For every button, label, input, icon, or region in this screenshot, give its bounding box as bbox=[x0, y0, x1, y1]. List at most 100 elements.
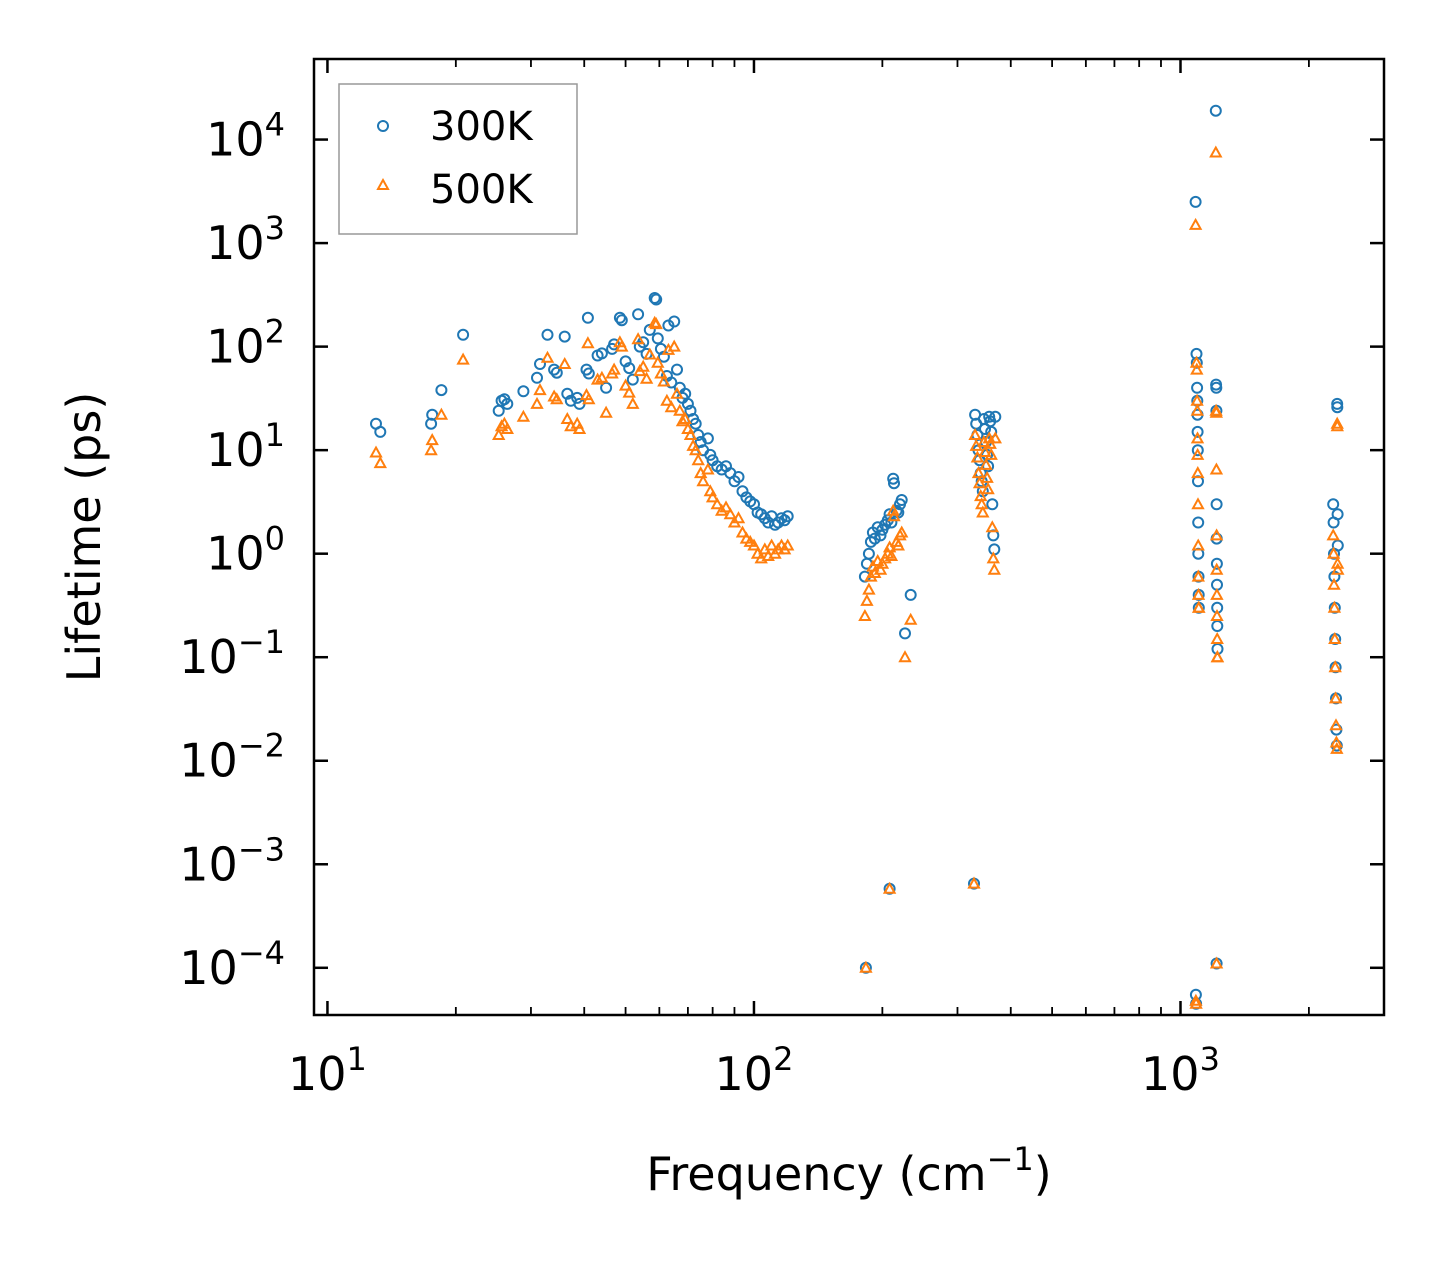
data-point-500k bbox=[1191, 569, 1205, 582]
data-point-500k bbox=[860, 593, 874, 606]
data-point-300k bbox=[732, 471, 745, 483]
data-point-300k bbox=[888, 477, 900, 490]
data-point-500k bbox=[678, 411, 692, 424]
data-point-300k bbox=[1192, 516, 1205, 529]
data-point-500k bbox=[781, 538, 795, 551]
data-point-500k bbox=[1210, 562, 1224, 575]
data-point-500k bbox=[675, 414, 690, 427]
data-point-500k bbox=[1328, 660, 1342, 673]
data-point-500k bbox=[1210, 631, 1224, 644]
data-point-500k bbox=[701, 462, 715, 475]
data-point-300k bbox=[541, 328, 554, 341]
data-point-500k bbox=[735, 525, 750, 538]
data-point-300k bbox=[435, 384, 448, 397]
data-point-500k bbox=[705, 490, 720, 503]
data-point-500k bbox=[618, 378, 633, 391]
y-tick-label: 10−3 bbox=[179, 830, 285, 891]
data-point-500k bbox=[373, 456, 387, 469]
data-point-300k bbox=[769, 518, 781, 531]
data-point-500k bbox=[595, 370, 609, 383]
y-tick-label: 101 bbox=[206, 416, 285, 477]
y-tick-label: 102 bbox=[206, 313, 285, 374]
data-point-500k bbox=[572, 421, 587, 434]
data-point-500k bbox=[1330, 416, 1344, 429]
data-point-300k bbox=[862, 547, 875, 560]
data-point-500k bbox=[1191, 587, 1206, 600]
data-point-500k bbox=[581, 336, 595, 349]
data-point-500k bbox=[424, 443, 438, 456]
data-point-500k bbox=[984, 447, 998, 460]
data-point-500k bbox=[978, 444, 992, 457]
data-point-500k bbox=[636, 359, 650, 372]
data-point-500k bbox=[615, 339, 629, 352]
data-point-500k bbox=[651, 355, 665, 368]
data-point-300k bbox=[1331, 508, 1344, 521]
data-point-300k bbox=[623, 362, 636, 375]
data-point-500k bbox=[369, 445, 383, 458]
data-point-500k bbox=[968, 427, 982, 440]
data-point-500k bbox=[1209, 462, 1224, 475]
data-point-300k bbox=[632, 308, 645, 321]
data-point-300k bbox=[781, 510, 794, 523]
data-point-300k bbox=[1191, 381, 1204, 394]
data-point-500k bbox=[980, 470, 994, 483]
data-point-500k bbox=[492, 427, 506, 440]
data-point-500k bbox=[626, 396, 640, 409]
y-tick-label: 10−1 bbox=[179, 623, 285, 684]
data-point-500k bbox=[862, 582, 876, 595]
data-point-500k bbox=[1190, 431, 1205, 444]
data-point-500k bbox=[987, 562, 1001, 575]
data-point-500k bbox=[1330, 419, 1344, 432]
data-point-300k bbox=[619, 355, 632, 368]
data-point-500k bbox=[891, 538, 905, 551]
data-point-300k bbox=[1210, 498, 1223, 511]
data-point-500k bbox=[550, 392, 564, 405]
data-point-500k bbox=[747, 538, 761, 551]
data-point-300k bbox=[736, 485, 749, 498]
data-point-300k bbox=[651, 332, 664, 345]
data-point-500k bbox=[1329, 718, 1343, 731]
data-point-500k bbox=[1209, 528, 1224, 541]
data-point-500k bbox=[1190, 403, 1204, 416]
data-point-300k bbox=[1189, 195, 1202, 208]
data-point-500k bbox=[723, 507, 737, 520]
data-point-300k bbox=[1209, 104, 1222, 117]
data-point-300k bbox=[517, 385, 530, 398]
data-point-500k bbox=[425, 433, 439, 446]
data-point-300k bbox=[615, 314, 628, 327]
data-point-500k bbox=[1330, 556, 1345, 569]
data-point-300k bbox=[681, 397, 694, 410]
data-point-500k bbox=[979, 457, 993, 470]
data-point-500k bbox=[434, 407, 449, 420]
y-tick-label: 103 bbox=[206, 209, 285, 270]
data-point-300k bbox=[684, 404, 697, 417]
data-point-500k bbox=[664, 400, 678, 413]
data-point-500k bbox=[622, 385, 636, 398]
data-point-500k bbox=[1209, 145, 1223, 158]
data-point-300k bbox=[561, 387, 574, 400]
y-tick-label: 10−4 bbox=[179, 934, 285, 995]
data-point-500k bbox=[764, 538, 779, 551]
data-point-500k bbox=[731, 511, 746, 524]
data-point-300k bbox=[1331, 539, 1344, 552]
data-point-300k bbox=[874, 529, 887, 542]
data-point-300k bbox=[534, 358, 546, 370]
data-point-300k bbox=[374, 425, 387, 438]
data-point-500k bbox=[1330, 741, 1344, 754]
data-point-500k bbox=[1209, 405, 1223, 418]
data-point-300k bbox=[648, 292, 661, 304]
data-point-500k bbox=[1191, 497, 1205, 510]
data-point-500k bbox=[710, 497, 724, 510]
series-layer bbox=[369, 104, 1345, 1010]
data-point-500k bbox=[886, 503, 900, 516]
data-point-300k bbox=[1331, 401, 1344, 414]
data-point-300k bbox=[701, 432, 714, 445]
data-point-300k bbox=[1210, 557, 1223, 570]
data-point-500k bbox=[456, 352, 470, 365]
data-point-500k bbox=[715, 503, 729, 516]
data-point-300k bbox=[899, 627, 911, 640]
data-point-300k bbox=[895, 494, 908, 506]
data-point-300k bbox=[550, 366, 563, 379]
data-point-500k bbox=[985, 520, 999, 533]
